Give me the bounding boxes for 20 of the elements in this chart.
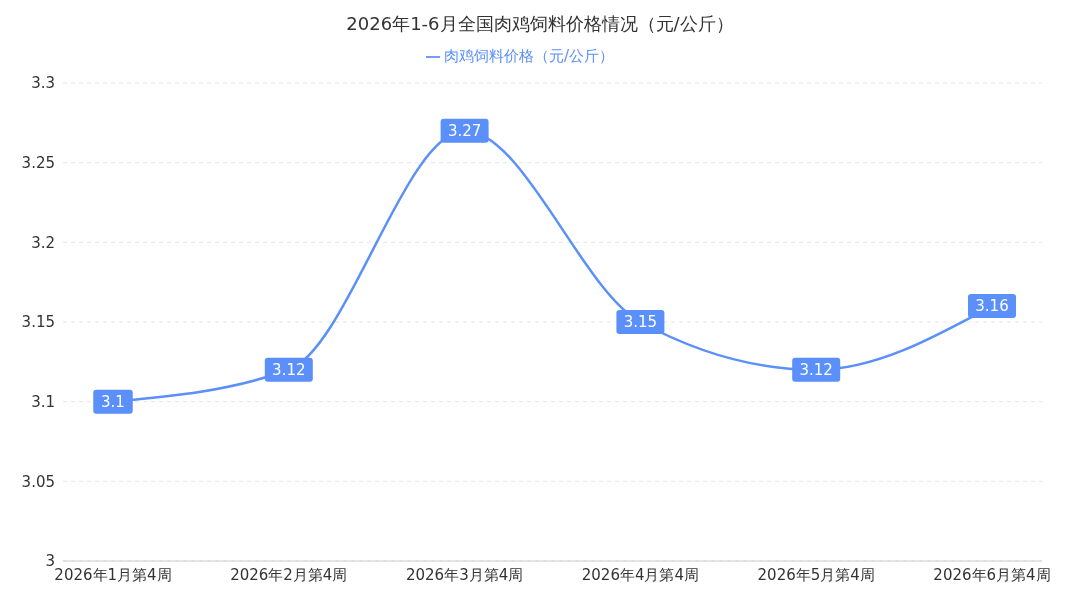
data-label: 3.12: [799, 360, 833, 379]
data-label: 3.16: [975, 297, 1009, 316]
data-label: 3.12: [272, 360, 306, 379]
y-tick-label: 3.1: [31, 392, 55, 411]
y-tick-label: 3.3: [31, 74, 55, 93]
x-tick-label: 2026年1月第4周: [54, 565, 172, 584]
chart-title: 2026年1-6月全国肉鸡饲料价格情况（元/公斤）: [345, 12, 735, 36]
x-tick-label: 2026年6月第4周: [933, 565, 1051, 584]
x-tick-label: 2026年4月第4周: [581, 565, 700, 584]
legend-label: 肉鸡饲料价格（元/公斤）: [443, 47, 615, 65]
y-tick-label: 3.15: [21, 313, 55, 332]
y-tick-label: 3.25: [21, 153, 55, 172]
data-label: 3.27: [447, 121, 482, 140]
y-tick-label: 3: [45, 552, 55, 571]
y-tick-label: 3.2: [31, 233, 55, 252]
x-tick-label: 2026年3月第4周: [405, 565, 524, 584]
x-tick-label: 2026年5月第4周: [757, 565, 875, 584]
data-label: 3.15: [623, 313, 658, 331]
y-tick-label: 3.05: [21, 472, 55, 491]
x-tick-label: 2026年2月第4周: [230, 565, 348, 584]
